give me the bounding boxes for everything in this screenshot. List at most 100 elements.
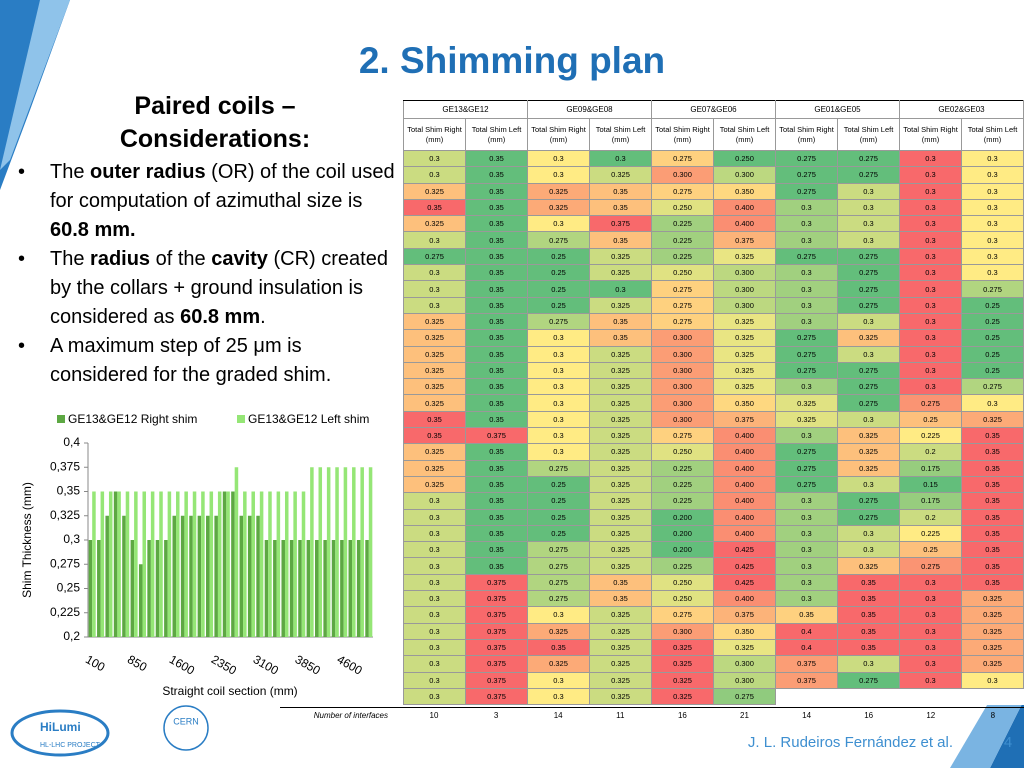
table-cell: 0.325 xyxy=(403,215,466,233)
table-cell: 0.35 xyxy=(775,606,838,624)
bar xyxy=(147,540,151,637)
bar xyxy=(167,491,172,637)
table-cell: 0.35 xyxy=(465,264,528,282)
footer-value: 14 xyxy=(553,711,563,720)
table-cell: 0.275 xyxy=(837,394,900,412)
table-cell: 0.325 xyxy=(589,345,652,363)
sub-header: Total Shim Left (mm) xyxy=(589,118,652,151)
table-cell: 0.325 xyxy=(589,410,652,429)
table-cell: 0.300 xyxy=(713,166,776,184)
table-cell: 0.325 xyxy=(961,622,1024,640)
table-cell: 0.400 xyxy=(713,524,776,543)
table-cell: 0.3 xyxy=(899,606,962,624)
table-cell: 0.3 xyxy=(527,215,590,233)
table-cell: 0.3 xyxy=(775,198,838,217)
table-cell: 0.325 xyxy=(403,475,466,494)
table-cell: 0.4 xyxy=(775,638,838,657)
table-cell: 0.35 xyxy=(961,557,1024,575)
table-cell: 0.325 xyxy=(589,492,652,510)
table-cell: 0.35 xyxy=(465,345,528,363)
table-cell: 0.275 xyxy=(775,361,838,380)
table-cell: 0.400 xyxy=(713,459,776,477)
bar xyxy=(176,491,180,637)
table-cell: 0.3 xyxy=(837,655,900,673)
table-cell: 0.250 xyxy=(651,573,714,592)
sub-header: Total Shim Right (mm) xyxy=(403,118,466,151)
table-cell: 0.3 xyxy=(527,687,590,706)
logo-text: HiLumi xyxy=(40,720,81,734)
table-cell: 0.35 xyxy=(465,492,528,510)
table-cell: 0.3 xyxy=(403,166,466,184)
bullet-text: A maximum step of 25 μm is considered fo… xyxy=(50,335,332,386)
bullet-text: . xyxy=(260,306,266,328)
bar xyxy=(331,540,336,637)
table-cell: 0.300 xyxy=(713,655,776,673)
table-cell: 0.225 xyxy=(651,247,714,266)
table-cell: 0.325 xyxy=(775,410,838,429)
table-cell: 0.275 xyxy=(527,231,590,249)
table-cell: 0.35 xyxy=(465,280,528,298)
bar xyxy=(239,515,244,637)
table-cell: 0.3 xyxy=(837,541,900,559)
table-cell: 0.3 xyxy=(899,655,962,673)
table-cell: 0.3 xyxy=(899,345,962,363)
table-cell: 0.225 xyxy=(651,557,714,575)
y-tick-label: 0,2 xyxy=(63,629,80,643)
bar xyxy=(256,515,260,637)
blank-cell xyxy=(899,688,962,705)
corner xyxy=(950,690,1024,768)
footer-value: 11 xyxy=(616,711,625,720)
table-cell: 0.3 xyxy=(961,166,1024,184)
table-cell: 0.275 xyxy=(837,149,900,168)
table-cell: 0.275 xyxy=(837,296,900,314)
table-cell: 0.400 xyxy=(713,492,776,510)
table-row: 0.3 0.375 0.275 0.35 0.250 0.400 0.3 0.35 0.3 0.3… xyxy=(403,590,1024,608)
bar xyxy=(340,540,344,637)
x-tick-label: 100 xyxy=(83,652,108,674)
table-row: 0.3 0.375 0.3 0.325 0.325 0.275 xyxy=(403,687,1024,706)
table-row: 0.3 0.35 0.25 0.3 0.275 0.300 0.3 0.275 0.3 0.275 xyxy=(403,280,1024,298)
table-cell: 0.35 xyxy=(465,524,528,543)
bar xyxy=(217,491,222,637)
table-cell: 0.325 xyxy=(961,655,1024,673)
table-cell: 0.325 xyxy=(961,606,1024,624)
table-cell: 0.3 xyxy=(961,671,1024,689)
bar xyxy=(92,491,96,637)
table-cell: 0.325 xyxy=(589,443,652,461)
bar xyxy=(284,491,289,637)
footer-value: 3 xyxy=(493,711,499,720)
bar xyxy=(356,540,361,637)
table-cell: 0.325 xyxy=(651,687,714,706)
table-cell: 0.325 xyxy=(651,638,714,657)
table-cell: 0.3 xyxy=(899,264,962,282)
table-cell: 0.325 xyxy=(713,329,776,347)
table-cell: 0.3 xyxy=(527,427,590,445)
table-cell: 0.3 xyxy=(775,296,838,314)
table-cell: 0.275 xyxy=(775,329,838,347)
table-row: 0.3 0.375 0.275 0.35 0.250 0.425 0.3 0.35 0.3 0.3… xyxy=(403,573,1024,592)
table-cell: 0.3 xyxy=(961,215,1024,233)
table-cell: 0.325 xyxy=(651,671,714,689)
bullet-text: (CR) created by the collars + ground ins… xyxy=(50,248,388,328)
table-cell: 0.3 xyxy=(775,264,838,282)
table-cell: 0.35 xyxy=(465,557,528,575)
sub-header: Total Shim Left (mm) xyxy=(961,118,1024,151)
table-cell: 0.325 xyxy=(589,378,652,396)
table-cell: 0.3 xyxy=(403,524,466,543)
table-cell: 0.35 xyxy=(465,443,528,461)
table-cell: 0.375 xyxy=(713,606,776,624)
table-cell: 0.425 xyxy=(713,557,776,575)
table-row: 0.325 0.35 0.3 0.325 0.250 0.400 0.275 0.325 0.2… xyxy=(403,443,1024,461)
table-row: 0.35 0.35 0.325 0.35 0.250 0.400 0.3 0.3 0.3 0.3 xyxy=(403,198,1024,217)
bar xyxy=(134,491,138,637)
bar xyxy=(247,515,252,637)
table-cell: 0.275 xyxy=(403,247,466,266)
table-cell: 0.2 xyxy=(899,443,962,461)
table-row: 0.3 0.375 0.3 0.325 0.275 0.375 0.35 0.35 0.3 0.3… xyxy=(403,606,1024,624)
y-tick-label: 0,275 xyxy=(50,556,80,570)
table-cell: 0.325 xyxy=(403,459,466,477)
logo-ring xyxy=(10,709,110,757)
bar xyxy=(189,515,193,637)
table-cell: 0.35 xyxy=(961,475,1024,494)
